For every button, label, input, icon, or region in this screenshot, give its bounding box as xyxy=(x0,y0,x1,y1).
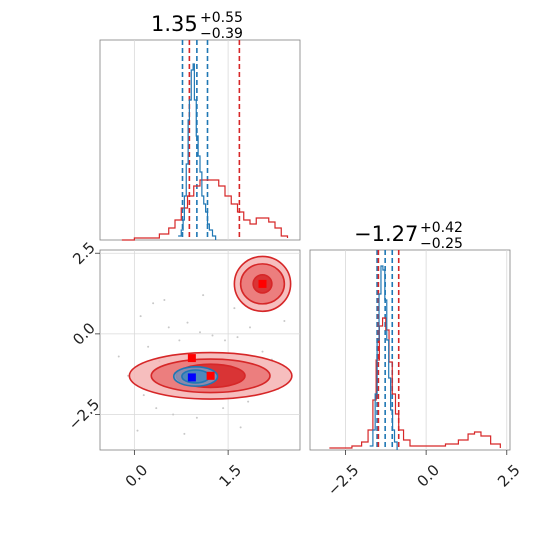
grid-lines xyxy=(133,40,229,240)
panel-title-minus: −0.39 xyxy=(200,26,243,42)
x-tick-labels: 0.0 1.5 xyxy=(122,450,245,491)
y-tick-label: 2.5 xyxy=(69,238,99,268)
scatter-point xyxy=(178,339,181,342)
blue-histogram xyxy=(178,63,217,240)
scatter-point xyxy=(239,426,242,429)
y-tick-label: 0.0 xyxy=(69,319,99,349)
histogram-panel-y: −2.5 0.0 2.5 −1.27 +0.42 −0.25 xyxy=(309,220,524,499)
panel-title-value: −1.27 xyxy=(354,222,418,246)
scatter-point xyxy=(222,407,225,410)
x-tick-label: 2.5 xyxy=(494,461,524,491)
red-histogram xyxy=(329,317,501,449)
scatter-point xyxy=(147,345,150,348)
scatter-point xyxy=(136,429,139,432)
grid-lines xyxy=(345,250,508,450)
scatter-point xyxy=(167,326,170,329)
quantile-lines xyxy=(181,40,241,240)
contour-content xyxy=(117,255,293,435)
panel-frame xyxy=(99,39,301,241)
red-marker xyxy=(187,354,196,363)
contour-panel-xy: 0.0 1.5 2.50.0−2.5 xyxy=(65,238,301,491)
scatter-point xyxy=(186,321,189,324)
y-tick-labels: 2.50.0−2.5 xyxy=(65,238,103,433)
scatter-point xyxy=(152,302,155,305)
scatter-point xyxy=(224,339,226,342)
scatter-point xyxy=(199,331,201,334)
scatter-point xyxy=(202,294,205,297)
scatter-point xyxy=(142,394,145,397)
x-tick-label: 0.0 xyxy=(414,461,444,491)
histogram-panel-x: 1.35 +0.55 −0.39 xyxy=(99,10,301,241)
scatter-point xyxy=(247,400,250,403)
panel-title-plus: +0.42 xyxy=(420,220,463,236)
scatter-point xyxy=(233,307,236,310)
x-tick-label: −2.5 xyxy=(324,461,362,499)
red-marker xyxy=(206,371,215,380)
scatter-point xyxy=(155,407,158,410)
scatter-point xyxy=(183,432,186,435)
scatter-point xyxy=(195,416,198,419)
scatter-point xyxy=(283,319,286,322)
scatter-point xyxy=(261,350,264,353)
scatter-point xyxy=(163,299,166,301)
x-tick-label: 0.0 xyxy=(122,461,152,491)
scatter-point xyxy=(139,315,142,318)
blue-histogram xyxy=(369,265,398,450)
panel-title-plus: +0.55 xyxy=(200,10,243,26)
blue-marker xyxy=(187,373,196,382)
scatter-point xyxy=(211,334,214,337)
scatter-point xyxy=(236,336,239,339)
panel-title-minus: −0.25 xyxy=(420,236,463,252)
x-tick-labels: −2.5 0.0 2.5 xyxy=(324,450,524,499)
red-marker xyxy=(258,279,267,288)
panel-frame xyxy=(99,249,301,451)
scatter-point xyxy=(117,355,120,358)
red-histogram xyxy=(121,179,289,241)
grid-lines xyxy=(100,250,300,450)
quantile-lines xyxy=(376,250,400,450)
panel-frame xyxy=(309,249,511,451)
scatter-point xyxy=(249,326,251,329)
panel-title-value: 1.35 xyxy=(151,12,198,36)
x-tick-label: 1.5 xyxy=(215,461,245,491)
scatter-point xyxy=(172,413,175,416)
